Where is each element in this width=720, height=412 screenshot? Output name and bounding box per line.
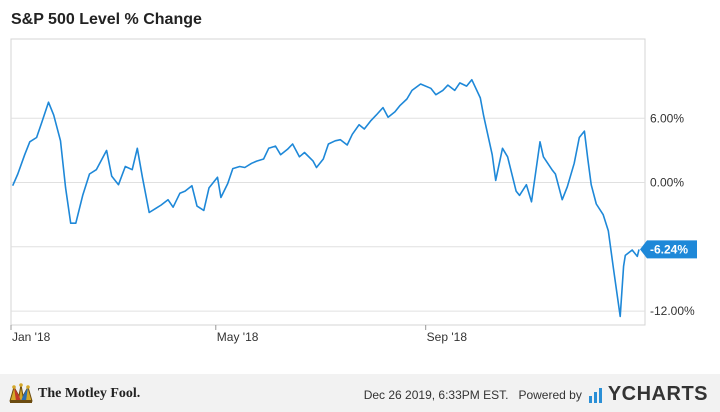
- badge-shape: [640, 240, 697, 259]
- x-axis-labels: Jan '18 May '18 Sep '18: [12, 330, 467, 344]
- ycharts-logo[interactable]: YCHARTS: [588, 383, 708, 406]
- plot-area: [10, 38, 646, 326]
- series-line: [11, 78, 640, 318]
- ycharts-wordmark: YCHARTS: [607, 383, 708, 405]
- y-axis-labels: 6.00%0.00%-6.00%-12.00%: [650, 111, 695, 318]
- y-tick-label: 6.00%: [650, 111, 684, 125]
- jester-hat-icon: [9, 383, 33, 403]
- ycharts-y-icon: [588, 387, 602, 403]
- motley-fool-logo[interactable]: The Motley Fool.: [8, 383, 140, 405]
- x-tick-label: Jan '18: [12, 330, 51, 344]
- last-value-badge: -6.24%: [640, 240, 697, 259]
- y-tick-label: 0.00%: [650, 176, 684, 190]
- footer-meta: Dec 26 2019, 6:33PM EST. Powered by YCHA…: [364, 383, 708, 406]
- brand-name: The Motley Fool.: [38, 386, 141, 401]
- powered-by-label: Powered by: [518, 387, 582, 402]
- x-tick-label: May '18: [217, 330, 259, 344]
- timestamp: Dec 26 2019, 6:33PM EST.: [363, 387, 509, 402]
- last-value-label: -6.24%: [650, 242, 688, 256]
- grid-lines: [10, 117, 645, 330]
- x-tick-label: Sep '18: [427, 330, 468, 344]
- chart-title: S&P 500 Level % Change: [11, 11, 202, 28]
- y-tick-label: -12.00%: [650, 304, 695, 318]
- footer: The Motley Fool. Dec 26 2019, 6:33PM EST…: [0, 374, 720, 412]
